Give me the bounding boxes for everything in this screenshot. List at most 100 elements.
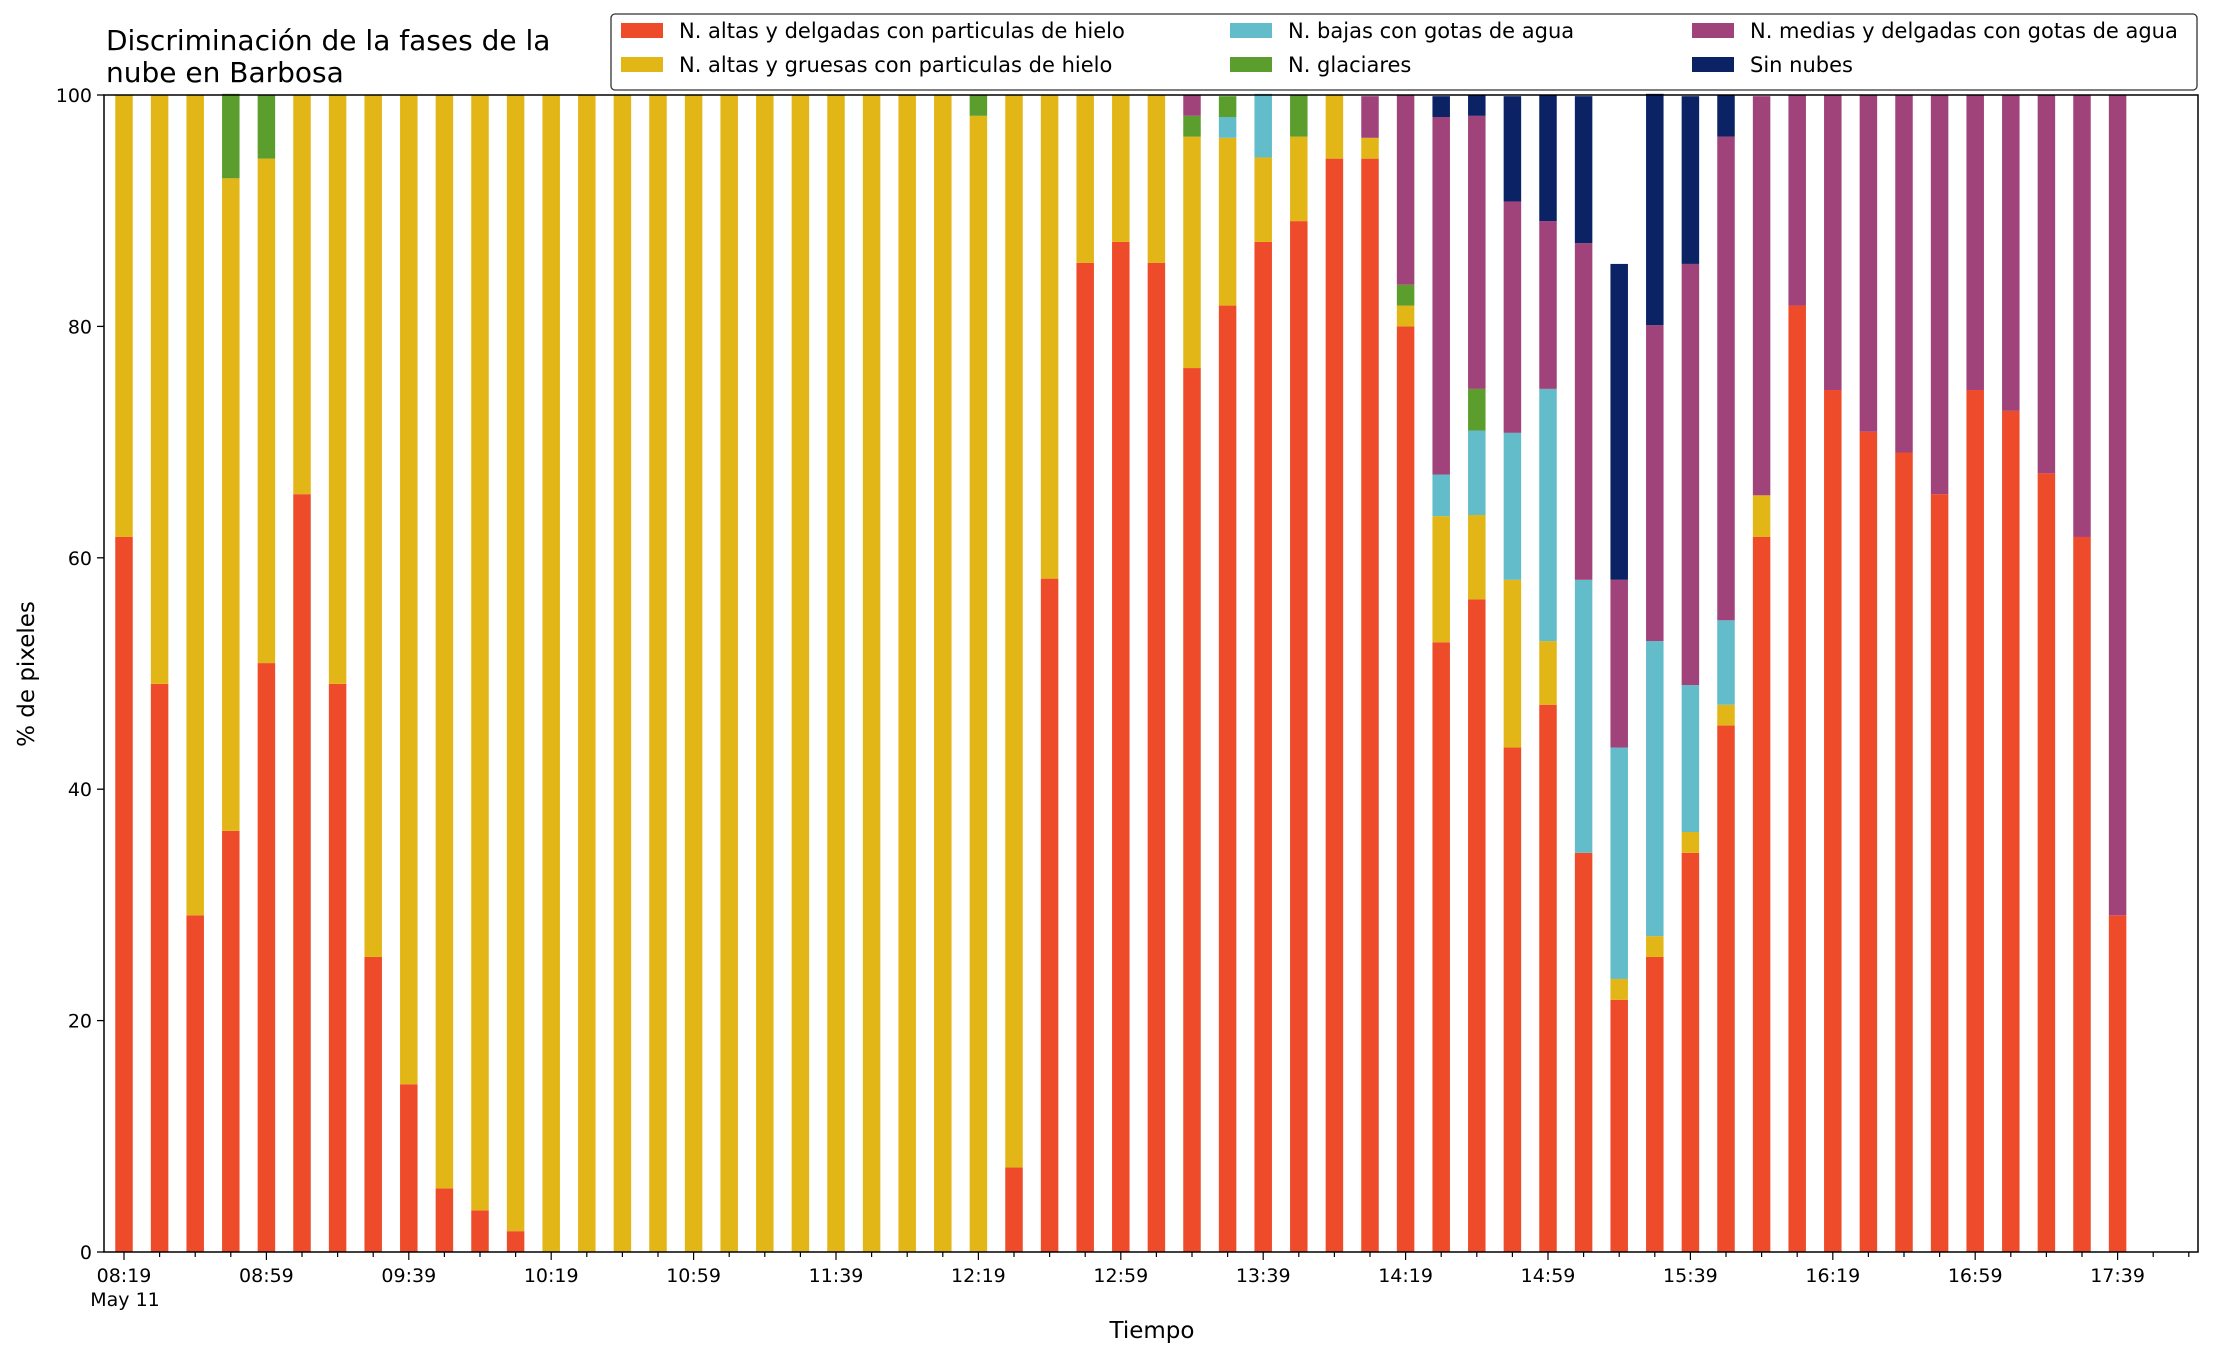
bar-segment-3-1509 [1574, 579, 1593, 853]
bar-segment-2-1329 [1218, 137, 1237, 306]
bar-segment-5-1609 [1788, 95, 1806, 306]
bar-segment-1-0929 [364, 956, 382, 1252]
bar-segment-5-1659 [1966, 95, 1984, 391]
bar-segment-1-0939 [400, 1084, 418, 1252]
bar-segment-1-1449 [1503, 747, 1522, 1252]
y-tick-label: 0 [80, 1242, 92, 1264]
legend-swatch-1 [621, 23, 663, 38]
x-tick-label: 11:39 [809, 1265, 864, 1287]
bar-segment-1-1329 [1218, 305, 1237, 1252]
bar-segment-2-1539 [1681, 832, 1700, 853]
bar-segment-1-0909 [293, 494, 311, 1252]
y-axis: 0 20 40 60 80 100 [56, 85, 104, 1264]
bar-segment-2-0859 [257, 158, 276, 664]
bar-segment-1-0919 [328, 683, 347, 1252]
bar-segment-3-1539 [1681, 685, 1700, 833]
y-tick-label: 60 [68, 548, 92, 570]
bar-segment-2-1019 [542, 95, 560, 1252]
bar-segment-5-1549 [1717, 136, 1735, 621]
bar-segment-2-1159 [898, 95, 916, 1252]
chart-title-line-1: Discriminación de la fases de la [106, 24, 550, 57]
legend-label-3: N. bajas con gotas de agua [1288, 19, 1574, 43]
legend-swatch-4 [1230, 57, 1272, 72]
bar-segment-2-1109 [720, 95, 738, 1252]
bar-segment-6-1529 [1646, 93, 1664, 326]
x-tick-label: 08:59 [239, 1265, 294, 1287]
bar-segment-2-1339 [1254, 157, 1272, 242]
bar-segment-1-1259 [1112, 241, 1130, 1252]
y-tick-label: 40 [68, 779, 92, 801]
bar-segment-2-0929 [364, 95, 382, 957]
bar-segment-1-0859 [257, 663, 276, 1252]
bar-segment-4-1319 [1183, 115, 1201, 137]
bar-segment-2-1209 [934, 95, 952, 1252]
bar-segment-2-1259 [1112, 95, 1130, 242]
legend-swatch-6 [1692, 57, 1734, 72]
bar-segment-2-1429 [1432, 516, 1450, 643]
bar-segment-5-1409 [1361, 96, 1379, 138]
bar-segment-5-1459 [1539, 221, 1557, 389]
bar-segment-2-1229 [1005, 95, 1023, 1168]
x-tick-label: 15:39 [1663, 1265, 1718, 1287]
bar-segment-1-0849 [222, 830, 240, 1252]
bar-segment-1-1629 [1859, 431, 1878, 1252]
bar-segment-2-0909 [293, 95, 311, 495]
bar-segment-5-1729 [2073, 95, 2091, 537]
bar-segment-1-1739 [2108, 915, 2127, 1252]
legend-label-5: N. medias y delgadas con gotas de agua [1750, 19, 2178, 43]
bar-segment-2-1549 [1717, 704, 1735, 726]
bar-segment-3-1549 [1717, 620, 1735, 705]
bar-segment-2-1249 [1076, 95, 1094, 263]
bar-segment-3-1339 [1254, 93, 1272, 158]
x-tick-label: 10:59 [666, 1265, 721, 1287]
bar-segment-6-1519 [1610, 263, 1628, 580]
bar-segment-1-1239 [1040, 578, 1059, 1252]
bars-layer [115, 93, 2127, 1253]
bar-segment-1-0839 [186, 915, 204, 1252]
bar-segment-5-1509 [1574, 243, 1593, 580]
bar-segment-1-1349 [1290, 221, 1308, 1253]
bar-segment-5-1529 [1646, 325, 1664, 642]
bar-segment-2-1359 [1325, 95, 1344, 159]
bar-segment-1-1519 [1610, 999, 1628, 1252]
bar-segment-1-1319 [1183, 368, 1201, 1252]
bar-segment-2-0939 [400, 95, 418, 1085]
bar-segment-6-1459 [1539, 95, 1557, 222]
x-tick-label: 14:59 [1521, 1265, 1576, 1287]
bar-segment-5-1639 [1895, 95, 1913, 453]
bar-segment-2-1439 [1468, 514, 1486, 600]
bar-segment-2-1119 [756, 95, 774, 1252]
bar-segment-3-1459 [1539, 388, 1557, 642]
bar-segment-1-0819 [115, 536, 133, 1252]
legend-label-6: Sin nubes [1750, 53, 1853, 77]
bar-segment-1-1529 [1646, 956, 1664, 1252]
x-tick-label: 12:59 [1093, 1265, 1148, 1287]
bar-segment-2-0959 [471, 95, 489, 1211]
bar-segment-3-1329 [1218, 116, 1237, 138]
bar-segment-2-1409 [1361, 137, 1379, 159]
x-tick-label: 08:19 [97, 1265, 152, 1287]
bar-segment-6-1549 [1717, 95, 1735, 137]
bar-segment-2-1049 [649, 95, 667, 1252]
legend-label-2: N. altas y gruesas con particulas de hie… [679, 53, 1112, 77]
x-tick-label: 14:19 [1378, 1265, 1433, 1287]
bar-segment-2-1059 [684, 95, 703, 1252]
y-tick-label: 80 [68, 316, 92, 338]
bar-segment-1-1709 [2002, 410, 2020, 1252]
bar-segment-4-0859 [257, 95, 276, 159]
bar-segment-2-1039 [613, 95, 632, 1252]
bar-segment-1-1429 [1432, 642, 1450, 1252]
bar-segment-5-1319 [1183, 95, 1201, 116]
bar-segment-1-1459 [1539, 704, 1557, 1252]
bar-segment-5-1649 [1930, 95, 1949, 495]
chart-title-line-2: nube en Barbosa [106, 56, 344, 89]
bar-segment-2-1459 [1539, 641, 1557, 705]
bar-segment-1-1009 [506, 1231, 525, 1252]
bar-segment-1-1609 [1788, 305, 1806, 1252]
bar-segment-3-1529 [1646, 641, 1664, 937]
bar-segment-5-1709 [2002, 95, 2020, 411]
bar-segment-1-1559 [1752, 536, 1771, 1252]
bar-segment-4-1219 [969, 95, 988, 116]
bar-segment-3-1449 [1503, 432, 1522, 580]
